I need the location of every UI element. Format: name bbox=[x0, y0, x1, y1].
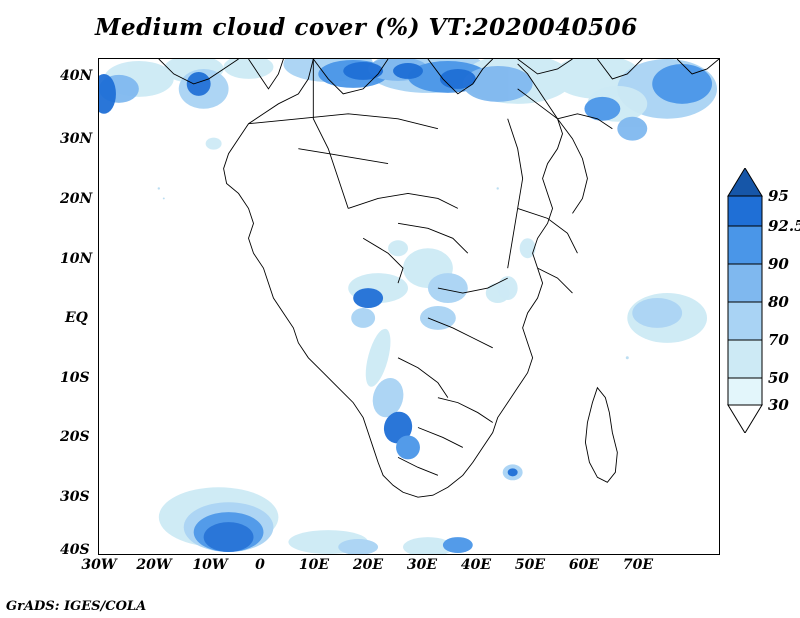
cloud-south-atlantic-storm bbox=[159, 487, 473, 554]
cloud-iberia bbox=[179, 69, 229, 109]
colorbar-tick-labels: 95 92.5 90 80 70 50 30 bbox=[768, 168, 800, 433]
map-plot-area[interactable] bbox=[98, 58, 720, 555]
cloud-east-africa bbox=[498, 276, 518, 300]
page-title: Medium cloud cover (%) VT:2020040506 bbox=[95, 14, 695, 41]
colorbar-legend[interactable]: 95 92.5 90 80 70 50 30 bbox=[722, 168, 782, 433]
footer-credit: GrADS: IGES/COLA bbox=[6, 599, 146, 614]
cloud-scatter-dots bbox=[158, 187, 629, 359]
colorbar-svg bbox=[722, 168, 768, 433]
cloud-indian-ocean bbox=[627, 293, 707, 343]
grads-cloud-cover-map: Medium cloud cover (%) VT:2020040506 bbox=[0, 0, 800, 618]
map-svg bbox=[99, 59, 719, 554]
cloud-iran bbox=[584, 86, 647, 141]
cloud-angola bbox=[351, 308, 420, 459]
cloud-south-africa-dark bbox=[508, 468, 518, 476]
cloud-west-africa bbox=[206, 138, 222, 150]
